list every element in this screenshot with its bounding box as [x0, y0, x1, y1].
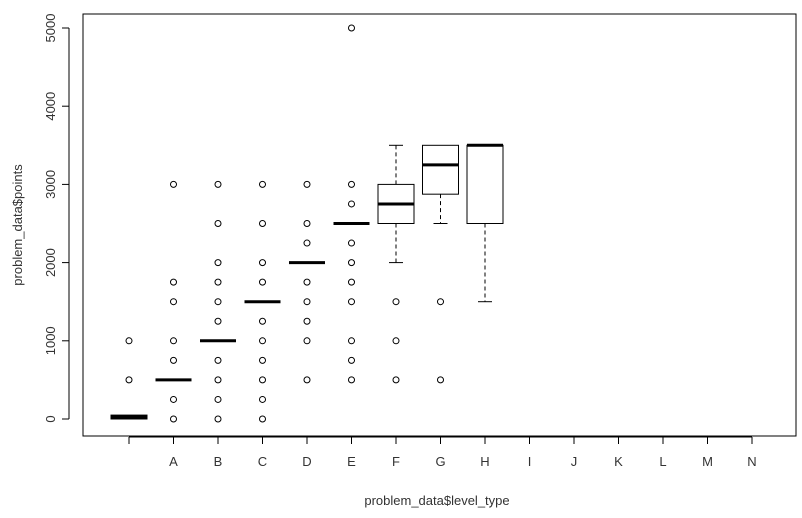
- outlier-point: [214, 356, 222, 364]
- x-tick-label: D: [302, 454, 311, 469]
- y-axis: 0 1000 2000 3000 4000 5000: [43, 14, 70, 423]
- box-E: [333, 24, 370, 384]
- outlier-point: [170, 415, 177, 423]
- outlier-point: [259, 415, 266, 423]
- x-tick-label: C: [258, 454, 267, 469]
- outlier-point: [303, 239, 311, 247]
- box-D: [289, 180, 325, 384]
- outlier-point: [348, 356, 355, 364]
- y-tick-label: 4000: [43, 92, 58, 121]
- outlier-point: [170, 356, 177, 364]
- outlier-point: [170, 337, 177, 345]
- outlier-point: [170, 278, 177, 286]
- box-G: [422, 144, 459, 384]
- x-axis: A B C D E F G H I J K L M N: [128, 436, 757, 469]
- outlier-point: [259, 259, 266, 267]
- boxes-layer: [110, 24, 504, 423]
- y-tick-label: 3000: [43, 170, 58, 199]
- box-F: [377, 144, 415, 384]
- outlier-point: [259, 337, 266, 345]
- outlier-point: [259, 278, 266, 286]
- outlier-point: [214, 278, 222, 286]
- x-tick-label: E: [347, 454, 356, 469]
- x-tick-label: N: [747, 454, 756, 469]
- x-tick-label: J: [571, 454, 578, 469]
- box-iqr: [422, 144, 459, 195]
- y-tick-label: 5000: [43, 14, 58, 43]
- outlier-point: [348, 298, 355, 306]
- outlier-point: [303, 220, 311, 227]
- outlier-point: [214, 395, 222, 403]
- outlier-point: [259, 180, 266, 188]
- outlier-point: [348, 376, 355, 384]
- outlier-point: [348, 259, 355, 267]
- y-tick-label: 1000: [43, 326, 58, 355]
- x-tick-label: H: [480, 454, 489, 469]
- outlier-point: [392, 376, 400, 384]
- y-tick-label: 2000: [43, 248, 58, 277]
- x-tick-label: I: [528, 454, 532, 469]
- outlier-point: [214, 298, 222, 306]
- outlier-point: [214, 180, 222, 188]
- outlier-point: [259, 220, 266, 227]
- box-A: [155, 180, 192, 423]
- outlier-point: [303, 376, 311, 384]
- outlier-point: [303, 180, 311, 188]
- x-axis-title: problem_data$level_type: [364, 493, 509, 508]
- outlier-point: [348, 24, 355, 32]
- outlier-point: [348, 278, 355, 286]
- box-B: [200, 180, 236, 423]
- outlier-point: [214, 376, 222, 384]
- y-axis-title: problem_data$points: [10, 164, 25, 286]
- x-tick-label: L: [659, 454, 666, 469]
- box-blank: [110, 337, 148, 420]
- outlier-point: [170, 395, 177, 403]
- outlier-point: [348, 200, 355, 208]
- box-H: [466, 143, 504, 303]
- box-C: [244, 180, 281, 423]
- outlier-point: [392, 337, 400, 345]
- outlier-point: [303, 337, 311, 345]
- outlier-point: [303, 317, 311, 325]
- x-tick-label: A: [169, 454, 178, 469]
- x-tick-label: F: [392, 454, 400, 469]
- x-tick-label: M: [702, 454, 713, 469]
- outlier-point: [259, 395, 266, 403]
- outlier-point: [348, 337, 355, 345]
- outlier-point: [348, 239, 355, 247]
- outlier-point: [259, 317, 266, 325]
- plot-frame: [82, 13, 797, 437]
- outlier-point: [437, 298, 444, 306]
- outlier-point: [259, 356, 266, 364]
- outlier-point: [392, 298, 400, 306]
- outlier-point: [125, 337, 133, 345]
- outlier-point: [214, 220, 222, 227]
- outlier-point: [348, 180, 355, 188]
- outlier-point: [259, 376, 266, 384]
- x-tick-label: G: [435, 454, 445, 469]
- box-iqr: [466, 144, 504, 224]
- outlier-point: [125, 376, 133, 384]
- outlier-point: [214, 415, 222, 423]
- outlier-point: [170, 298, 177, 306]
- outlier-point: [214, 317, 222, 325]
- outlier-point: [303, 298, 311, 306]
- outlier-point: [214, 259, 222, 267]
- outlier-point: [170, 180, 177, 188]
- x-tick-label: B: [214, 454, 223, 469]
- outlier-point: [303, 278, 311, 286]
- y-tick-label: 0: [43, 415, 58, 422]
- x-tick-label: K: [614, 454, 623, 469]
- outlier-point: [437, 376, 444, 384]
